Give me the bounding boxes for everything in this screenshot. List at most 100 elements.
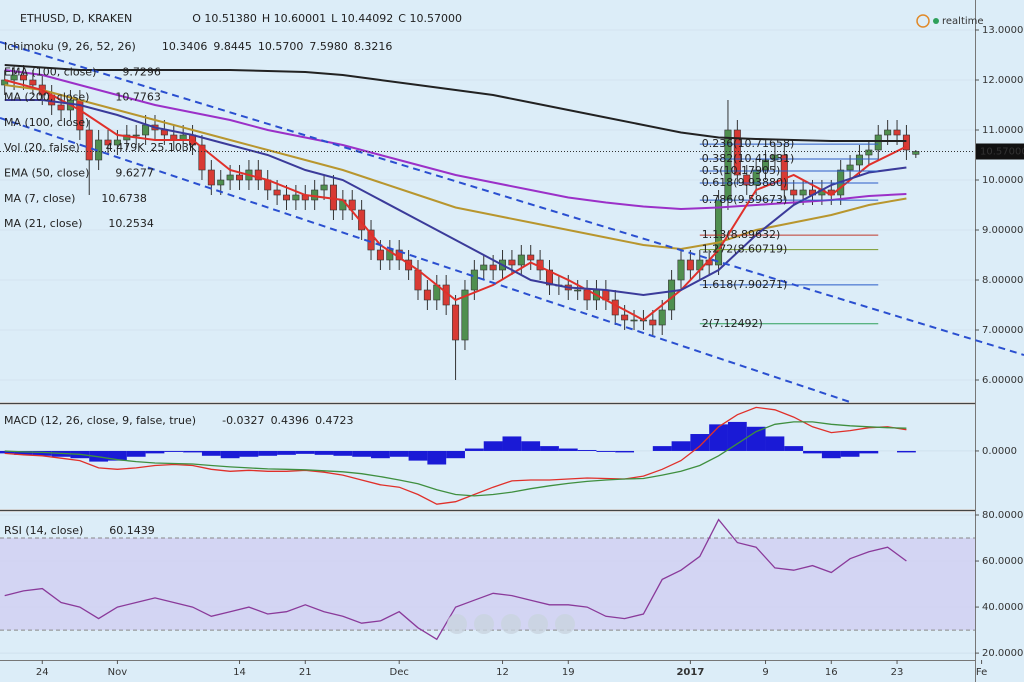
legend-name: Ichimoku (9, 26, 52, 26) [4, 40, 136, 53]
x-tick-label: 24 [36, 667, 49, 678]
candle-body [282, 194, 290, 201]
x-tick-label: 23 [891, 667, 904, 678]
macd-line [4, 406, 907, 505]
legend-name: MA (100, close) [4, 116, 89, 129]
candle-body [320, 184, 328, 191]
candle-body [855, 154, 863, 166]
candle-body [29, 79, 37, 86]
macd-histogram-bar [126, 450, 146, 457]
macd-histogram-bar [352, 450, 372, 457]
candle-body [865, 149, 873, 156]
legend-value: 10.5700 [258, 40, 304, 53]
ohlc-value: C 10.57000 [398, 12, 462, 25]
chart-title: ETHUSD, D, KRAKEN [20, 12, 132, 25]
zoom-out-button[interactable] [474, 614, 494, 634]
macd-histogram-bar [840, 450, 860, 457]
candle-body [57, 104, 65, 111]
legend-value: 10.7763 [115, 91, 161, 104]
ohlc-value: O 10.51380 [192, 12, 257, 25]
y-tick-label: 7.00000 [982, 325, 1023, 336]
candle-body [545, 269, 553, 286]
legend-value: 10.2534 [108, 217, 154, 230]
macd-histogram-bar [201, 450, 221, 456]
x-tick-label: 12 [496, 667, 509, 678]
macd-histogram-bar [652, 446, 672, 451]
macd-histogram-bar [314, 450, 334, 455]
y-tick-label: 12.00000 [982, 75, 1024, 86]
y-tick-label: 9.00000 [982, 225, 1023, 236]
fib-label: 1.618(7.90271) [702, 278, 788, 291]
candle-body [85, 129, 93, 161]
y-tick-label: 11.00000 [982, 125, 1024, 136]
candle-body [423, 289, 431, 301]
legend-name: MACD (12, 26, close, 9, false, true) [4, 414, 196, 427]
candle-body [799, 189, 807, 196]
fib-label: 0.618(9.93880) [702, 176, 788, 189]
legend-value: 8.3216 [354, 40, 393, 53]
fib-label: 0.236(10.71658) [702, 137, 795, 150]
candle-body [846, 164, 854, 171]
macd-histogram-bar [464, 448, 484, 451]
scroll-left-button[interactable] [447, 614, 467, 634]
macd-histogram-bar [803, 450, 822, 454]
candle-body [762, 159, 770, 171]
x-tick-label: 14 [233, 667, 246, 678]
macd-histogram-bar [765, 436, 785, 451]
scroll-right-button[interactable] [555, 614, 575, 634]
y-tick-label: 10.00000 [982, 175, 1024, 186]
legend-value: 0.4723 [315, 414, 354, 427]
macd-histogram-bar [108, 450, 127, 461]
macd-histogram-bar [408, 450, 428, 461]
indicator-line [4, 64, 907, 142]
macd-histogram-bar [295, 450, 315, 454]
status-label: realtime [942, 16, 984, 27]
macd-histogram-bar [558, 448, 578, 451]
y-tick-label: 80.0000 [982, 510, 1023, 521]
macd-histogram-bar [333, 450, 353, 456]
macd-histogram-bar [502, 436, 522, 451]
candle-body [686, 259, 694, 271]
macd-line [4, 421, 907, 497]
zoom-in-button[interactable] [528, 614, 548, 634]
legend-value: -0.0327 [222, 414, 264, 427]
x-tick-label: 2017 [676, 667, 704, 678]
macd-histogram-bar [709, 424, 728, 451]
candle-body [780, 154, 788, 191]
legend-value: 0.4396 [271, 414, 310, 427]
candle-body [217, 179, 225, 186]
y-tick-label: 0.0000 [982, 446, 1017, 457]
alert-icon[interactable] [916, 14, 930, 28]
macd-histogram-bar [164, 450, 184, 452]
macd-histogram-bar [540, 446, 559, 451]
ohlc-value: H 10.60001 [262, 12, 326, 25]
x-tick-label: Nov [108, 667, 128, 678]
candle-body [677, 259, 685, 281]
macd-histogram-bar [371, 450, 390, 459]
indicator-line [4, 79, 907, 322]
x-tick-label: 16 [825, 667, 838, 678]
fib-label: 0.382(10.41931) [702, 152, 795, 165]
legend-name: EMA (50, close) [4, 167, 89, 180]
legend-name: RSI (14, close) [4, 524, 83, 537]
macd-histogram-bar [859, 450, 879, 454]
candle-body [527, 254, 535, 261]
reset-button[interactable] [501, 614, 521, 634]
status-dot [933, 18, 939, 24]
macd-histogram-bar [183, 450, 202, 453]
legend-name: EMA (100, close) [4, 65, 96, 78]
last-price-label: 10.57000 [980, 147, 1024, 158]
y-tick-label: 60.0000 [982, 556, 1023, 567]
candle-body [574, 289, 582, 292]
zoom-controls [447, 614, 575, 634]
candle-body [470, 269, 478, 291]
candle-body [517, 254, 525, 266]
candle-body [292, 194, 300, 201]
legend-value: 10.3406 [162, 40, 208, 53]
macd-histogram-bar [258, 450, 278, 456]
macd-histogram-bar [615, 450, 635, 453]
macd-histogram-bar [746, 426, 766, 451]
y-tick-label: 20.0000 [982, 648, 1023, 659]
x-tick-label: Dec [390, 667, 409, 678]
candle-body [142, 124, 150, 136]
